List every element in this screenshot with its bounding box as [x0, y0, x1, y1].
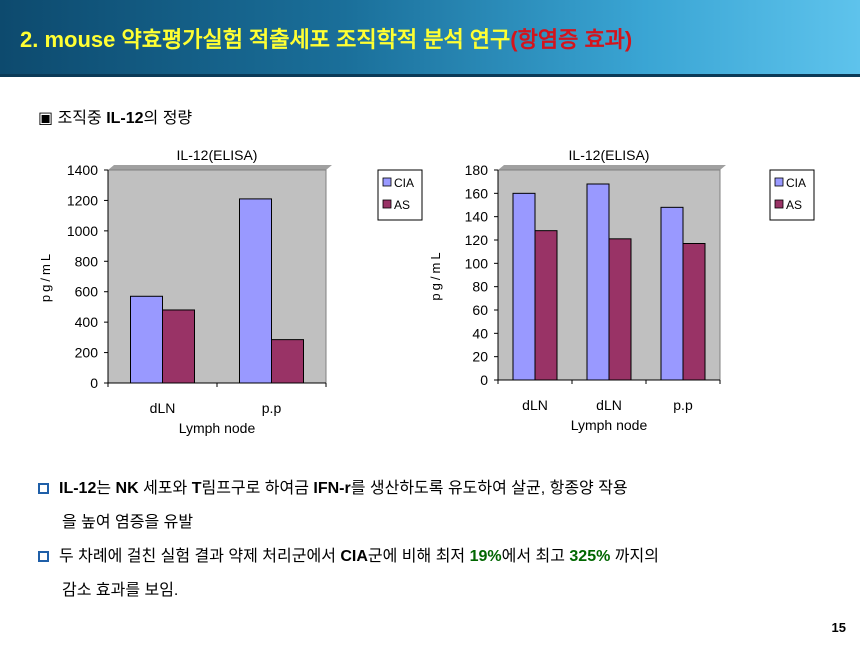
legend-label: CIA — [394, 176, 414, 190]
y-tick-label: 1200 — [67, 192, 98, 208]
y-axis-label: pg/mL — [430, 249, 443, 300]
slide-title: 2. mouse 약효평가실험 적출세포 조직학적 분석 연구(항염증 효과) — [20, 22, 632, 54]
x-axis-label: Lymph node — [571, 417, 648, 433]
title-underline — [0, 74, 860, 77]
y-tick-label: 200 — [75, 345, 99, 361]
legend-label: CIA — [786, 176, 806, 190]
checkbox-bullet-icon — [38, 483, 49, 494]
bar — [162, 309, 195, 384]
paragraph-result: 두 차례에 걸친 실험 결과 약제 처리군에서 CIA군에 비해 최저 19%에… — [38, 542, 659, 566]
y-tick-label: 0 — [480, 372, 488, 388]
section-heading: ▣ 조직중 IL-12의 정량 — [38, 104, 192, 128]
text-il12: IL-12 — [59, 480, 97, 497]
text-segment: 두 차례에 걸친 실험 결과 약제 처리군에서 — [59, 548, 341, 565]
legend-swatch — [382, 177, 392, 187]
plot-area-top — [108, 165, 332, 170]
y-tick-label: 40 — [472, 325, 488, 341]
y-tick-label: 1400 — [67, 162, 98, 178]
y-tick-label: 160 — [465, 185, 489, 201]
bar — [271, 339, 304, 384]
text-segment: 를 생산하도록 유도하여 살균, 항종양 작용 — [350, 480, 628, 497]
text-max-percent: 325% — [569, 548, 611, 565]
y-tick-label: 1000 — [67, 223, 98, 239]
y-tick-label: 140 — [465, 209, 489, 225]
y-tick-label: 80 — [472, 279, 488, 295]
y-tick-label: 400 — [75, 314, 99, 330]
x-tick-label: dLN — [522, 397, 548, 413]
text-segment: 세포와 — [138, 480, 192, 497]
paragraph-result-line2: 감소 효과를 보임. — [62, 576, 178, 600]
text-segment: 을 높여 염증을 유발 — [62, 514, 194, 531]
page-number: 15 — [831, 620, 846, 635]
section-label-pre: 조직중 — [57, 110, 107, 127]
section-label-bold: IL-12 — [106, 110, 144, 127]
text-ifn: IFN-r — [313, 480, 351, 497]
text-cia: CIA — [340, 548, 368, 565]
text-segment: 감소 효과를 보임. — [62, 582, 179, 599]
text-t: T — [191, 480, 202, 497]
y-tick-label: 600 — [75, 284, 99, 300]
chart-il12-left: IL-12(ELISA) 0 200 400 600 800 1000 1200 1400 pg/… — [38, 147, 423, 436]
bar — [130, 295, 163, 384]
x-tick-label: dLN — [150, 400, 176, 416]
y-tick-label: 0 — [90, 375, 98, 391]
bar — [682, 243, 706, 381]
chart-title: IL-12(ELISA) — [177, 147, 258, 163]
bar — [239, 198, 272, 384]
legend-label: AS — [786, 198, 802, 212]
chart-il12-right: IL-12(ELISA) 0 20 40 60 80 100 120 140 160 180 pg/m… — [430, 147, 815, 433]
bar — [660, 206, 684, 381]
y-tick-label: 100 — [465, 255, 489, 271]
chart-title: IL-12(ELISA) — [569, 147, 650, 163]
title-main: mouse 약효평가실험 적출세포 조직학적 분석 연구 — [44, 27, 511, 52]
bar — [534, 230, 558, 381]
paragraph-il12-role-line2: 을 높여 염증을 유발 — [62, 508, 193, 532]
text-min-percent: 19% — [469, 548, 502, 565]
y-axis-label: pg/mL — [38, 251, 53, 302]
y-tick-label: 120 — [465, 232, 489, 248]
y-tick-label: 180 — [465, 162, 489, 178]
section-label-post: 의 정량 — [143, 110, 193, 127]
title-bar — [0, 0, 860, 74]
text-segment: 에서 최고 — [501, 548, 570, 565]
y-tick-label: 800 — [75, 253, 99, 269]
title-number: 2. — [20, 27, 39, 52]
title-sub: (항염증 효과) — [510, 27, 633, 52]
text-segment: 군에 비해 최저 — [367, 548, 470, 565]
bar — [586, 183, 610, 381]
bar — [512, 192, 536, 381]
x-tick-label: p.p — [673, 397, 693, 413]
paragraph-il12-role: IL-12는 NK 세포와 T림프구로 하여금 IFN-r를 생산하도록 유도하… — [38, 474, 628, 498]
text-segment: 림프구로 하여금 — [201, 480, 314, 497]
x-axis-label: Lymph node — [179, 420, 256, 436]
x-tick-label: dLN — [596, 397, 622, 413]
text-segment: 까지의 — [610, 548, 659, 565]
bar — [608, 238, 632, 381]
x-tick-label: p.p — [262, 400, 282, 416]
plot-area-top — [498, 165, 726, 170]
section-marker-icon: ▣ — [38, 110, 54, 127]
y-tick-label: 20 — [472, 349, 488, 365]
y-tick-label: 60 — [472, 302, 488, 318]
text-segment: 는 — [96, 480, 116, 497]
checkbox-bullet-icon — [38, 551, 49, 562]
legend-swatch — [382, 199, 392, 209]
legend-label: AS — [394, 198, 410, 212]
legend-swatch — [774, 177, 784, 187]
legend-swatch — [774, 199, 784, 209]
text-nk: NK — [115, 480, 139, 497]
